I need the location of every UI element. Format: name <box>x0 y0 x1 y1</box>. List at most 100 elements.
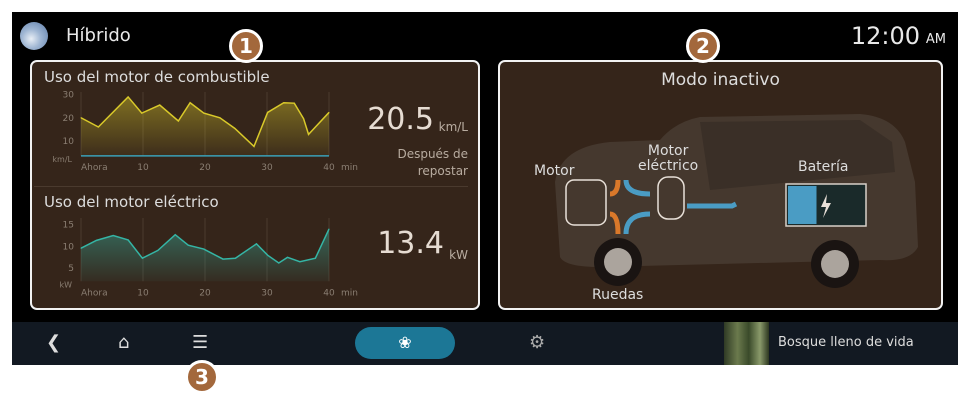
battery-label: Batería <box>798 159 849 175</box>
fuel-usage-title: Uso del motor de combustible <box>44 68 270 86</box>
fuel-usage-chart: Ahora 10 20 30 40 min 10 20 30 km/L <box>52 91 358 173</box>
data-point <box>286 256 288 258</box>
data-point <box>141 112 143 114</box>
area-fill <box>81 96 329 156</box>
data-point <box>80 247 82 249</box>
motor-label: Motor eléctrico <box>638 143 699 174</box>
y-axis-unit: kW <box>59 280 72 289</box>
x-tick-label: 30 <box>261 163 273 173</box>
data-point <box>267 254 269 256</box>
page-title: Híbrido <box>66 25 131 46</box>
x-axis-unit: min <box>341 163 358 173</box>
data-point <box>234 257 236 259</box>
x-tick-label: 40 <box>323 163 335 173</box>
leaf-icon: ❀ <box>398 333 412 352</box>
data-point <box>203 248 205 250</box>
y-tick-label: 30 <box>63 91 75 101</box>
data-point <box>174 234 176 236</box>
data-point <box>283 102 285 104</box>
data-point <box>177 120 179 122</box>
hybrid-mode-panel: Modo inactivo Motor Motor eléctrico Bater… <box>498 60 943 310</box>
screen: Híbrido 12:00 AM Uso del motor de combus… <box>12 12 958 365</box>
car-window <box>700 120 895 190</box>
energy-usage-panel: Uso del motor de combustible Ahora 10 20 30… <box>30 60 480 310</box>
car-illustration <box>555 114 918 288</box>
y-tick-label: 20 <box>63 114 75 124</box>
data-point <box>278 262 280 264</box>
callout-badge-2: 2 <box>686 29 720 63</box>
x-axis-unit: min <box>341 288 358 298</box>
x-tick-label: Ahora <box>81 288 108 298</box>
data-point <box>219 117 221 119</box>
lightning-icon <box>821 194 831 218</box>
x-tick-label: 20 <box>199 163 211 173</box>
data-point <box>127 239 129 241</box>
callout-badge-3: 3 <box>185 360 219 394</box>
y-axis-unit: km/L <box>52 155 72 164</box>
wheels-label: Ruedas <box>592 287 644 303</box>
callout-badge-1: 1 <box>229 29 263 63</box>
y-tick-label: 10 <box>63 242 75 252</box>
profile-avatar[interactable] <box>20 22 48 50</box>
data-point <box>159 104 161 106</box>
data-point <box>157 249 159 251</box>
data-point <box>234 127 236 129</box>
electric-usage-chart: Ahora 10 20 30 40 min 5 10 15 kW <box>59 218 358 298</box>
eco-mode-button[interactable]: ❀ <box>355 327 455 359</box>
data-point <box>255 243 257 245</box>
fuel-value: 20.5 <box>367 102 434 137</box>
y-tick-label: 10 <box>63 137 75 147</box>
motor-flow <box>623 179 651 235</box>
data-point <box>112 235 114 237</box>
data-point <box>314 257 316 259</box>
electric-motor-icon <box>657 176 685 220</box>
y-tick-label: 5 <box>68 264 74 274</box>
data-point <box>328 228 330 230</box>
bottom-bar: ❮ ⌂ ☰ ❀ ⚙ Bosque lleno de vida <box>12 322 958 365</box>
data-point <box>253 145 255 147</box>
x-tick-label: 40 <box>323 288 335 298</box>
electric-unit: kW <box>449 248 468 262</box>
electric-value: 13.4 <box>377 226 444 261</box>
gear-icon[interactable]: ⚙ <box>529 332 546 353</box>
fuel-unit: km/L <box>438 120 468 134</box>
media-title[interactable]: Bosque lleno de vida <box>778 335 914 350</box>
series-line <box>80 228 330 264</box>
data-point <box>80 117 82 119</box>
x-tick-label: 20 <box>199 288 211 298</box>
data-point <box>308 133 310 135</box>
x-tick-label: 30 <box>261 288 273 298</box>
clock-ampm: AM <box>925 32 946 47</box>
data-point <box>293 102 295 104</box>
electric-usage-title: Uso del motor eléctrico <box>44 193 219 211</box>
engine-flow <box>609 179 621 235</box>
data-point <box>127 96 129 98</box>
x-tick-label: Ahora <box>81 163 108 173</box>
engine-label: Motor <box>534 163 575 179</box>
area-fill <box>81 229 329 282</box>
data-point <box>141 257 143 259</box>
mode-title: Modo inactivo <box>661 70 780 90</box>
engine-icon <box>565 179 607 226</box>
x-tick-label: 10 <box>137 288 149 298</box>
battery-level <box>788 186 817 224</box>
data-point <box>299 261 301 263</box>
data-point <box>97 126 99 128</box>
data-point <box>222 258 224 260</box>
menu-icon[interactable]: ☰ <box>192 332 209 353</box>
y-tick-label: 15 <box>63 221 74 231</box>
back-icon[interactable]: ❮ <box>46 332 62 353</box>
data-point <box>267 111 269 113</box>
clock: 12:00 <box>850 22 920 50</box>
media-thumbnail[interactable] <box>724 322 769 365</box>
data-point <box>189 102 191 104</box>
divider <box>34 186 468 187</box>
data-point <box>203 112 205 114</box>
data-point <box>303 118 305 120</box>
data-point <box>328 111 330 113</box>
data-point <box>187 244 189 246</box>
fuel-note: Después de repostar <box>397 147 468 178</box>
x-tick-label: 10 <box>137 163 149 173</box>
home-icon[interactable]: ⌂ <box>118 332 130 353</box>
battery-flow <box>687 201 738 209</box>
